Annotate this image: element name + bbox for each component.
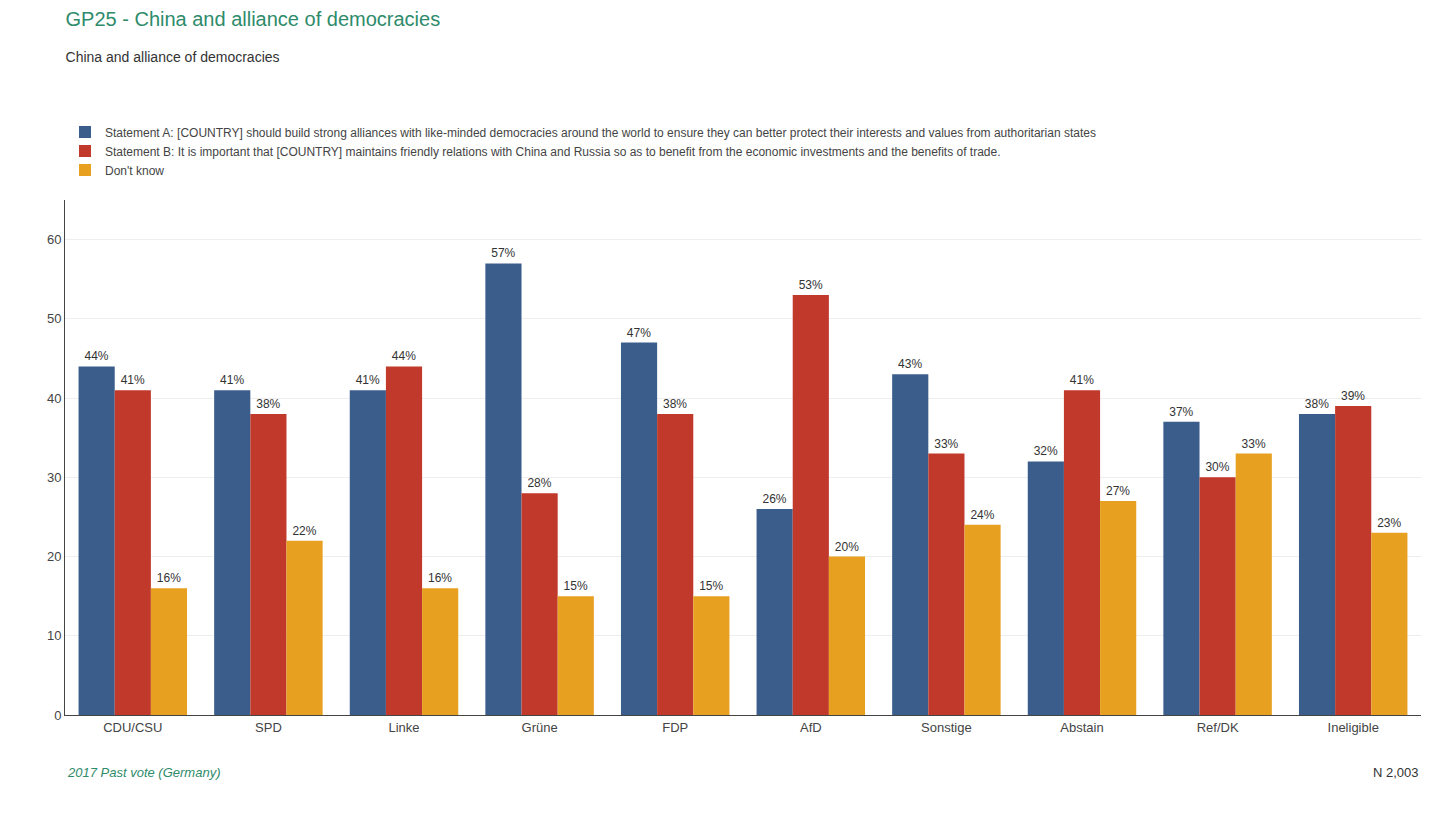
svg-text:AfD: AfD [800, 720, 822, 735]
svg-text:38%: 38% [256, 397, 280, 411]
svg-text:50: 50 [47, 311, 61, 326]
svg-text:30%: 30% [1205, 460, 1229, 474]
svg-text:41%: 41% [1070, 373, 1094, 387]
svg-text:Statement A: [COUNTRY] should: Statement A: [COUNTRY] should build stro… [105, 126, 1096, 140]
svg-text:0: 0 [54, 708, 61, 723]
svg-text:60: 60 [47, 232, 61, 247]
svg-text:Linke: Linke [388, 720, 419, 735]
svg-text:38%: 38% [663, 397, 687, 411]
svg-text:15%: 15% [564, 579, 588, 593]
svg-text:China and alliance of democrac: China and alliance of democracies [66, 49, 280, 65]
svg-text:16%: 16% [157, 571, 181, 585]
svg-text:39%: 39% [1341, 389, 1365, 403]
svg-text:38%: 38% [1305, 397, 1329, 411]
svg-text:33%: 33% [1242, 437, 1266, 451]
svg-text:44%: 44% [84, 349, 108, 363]
svg-text:33%: 33% [934, 437, 958, 451]
svg-text:57%: 57% [491, 246, 515, 260]
svg-text:Don't know: Don't know [105, 164, 164, 178]
svg-text:47%: 47% [627, 326, 651, 340]
svg-text:41%: 41% [356, 373, 380, 387]
svg-text:23%: 23% [1377, 516, 1401, 530]
svg-text:53%: 53% [799, 278, 823, 292]
svg-text:41%: 41% [121, 373, 145, 387]
svg-text:10: 10 [47, 628, 61, 643]
svg-text:20%: 20% [835, 540, 859, 554]
svg-text:40: 40 [47, 391, 61, 406]
svg-text:GP25 - China and alliance of d: GP25 - China and alliance of democracies [66, 8, 441, 30]
svg-text:SPD: SPD [255, 720, 282, 735]
svg-text:43%: 43% [898, 357, 922, 371]
svg-text:Abstain: Abstain [1060, 720, 1103, 735]
svg-text:Sonstige: Sonstige [921, 720, 972, 735]
svg-text:44%: 44% [392, 349, 416, 363]
svg-text:30: 30 [47, 470, 61, 485]
svg-text:26%: 26% [762, 492, 786, 506]
svg-text:27%: 27% [1106, 484, 1130, 498]
svg-text:28%: 28% [527, 476, 551, 490]
svg-text:N 2,003: N 2,003 [1373, 765, 1419, 780]
svg-text:CDU/CSU: CDU/CSU [103, 720, 162, 735]
svg-text:16%: 16% [428, 571, 452, 585]
svg-text:24%: 24% [970, 508, 994, 522]
svg-text:Grüne: Grüne [522, 720, 558, 735]
svg-text:15%: 15% [699, 579, 723, 593]
svg-text:20: 20 [47, 549, 61, 564]
svg-text:Ineligible: Ineligible [1328, 720, 1379, 735]
svg-text:Ref/DK: Ref/DK [1197, 720, 1239, 735]
svg-text:37%: 37% [1169, 405, 1193, 419]
svg-text:22%: 22% [292, 524, 316, 538]
svg-text:32%: 32% [1034, 444, 1058, 458]
svg-text:FDP: FDP [662, 720, 688, 735]
svg-text:2017 Past vote (Germany): 2017 Past vote (Germany) [67, 765, 220, 780]
svg-text:41%: 41% [220, 373, 244, 387]
svg-text:Statement B: It is important t: Statement B: It is important that [COUNT… [105, 145, 1001, 159]
